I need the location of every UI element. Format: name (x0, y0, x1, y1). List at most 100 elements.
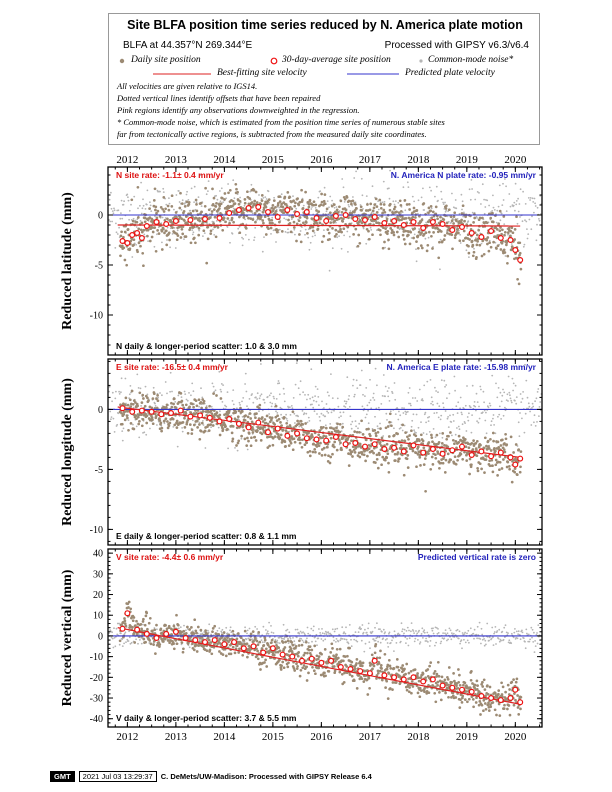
daily-point (317, 210, 321, 213)
daily-point (284, 429, 288, 432)
noise-point (399, 227, 402, 230)
daily-point (168, 421, 172, 425)
daily-point (235, 644, 239, 648)
daily-point (384, 426, 388, 430)
noise-point (372, 212, 375, 215)
noise-point (352, 196, 354, 198)
daily-point (305, 216, 309, 220)
daily-point (339, 441, 342, 445)
daily-point (423, 457, 427, 460)
noise-point (488, 636, 491, 639)
daily-point (405, 457, 409, 461)
daily-point (340, 210, 344, 214)
daily-point (274, 404, 278, 408)
daily-point (398, 218, 401, 222)
daily-point (519, 465, 522, 469)
noise-point (121, 430, 124, 432)
daily-point (175, 419, 179, 423)
noise-point (526, 632, 528, 635)
daily-point (333, 219, 337, 223)
noise-point (447, 416, 449, 418)
avg-point (449, 447, 456, 454)
daily-point (172, 647, 176, 651)
noise-points (108, 169, 542, 272)
noise-point (126, 638, 129, 641)
noise-point (533, 651, 536, 653)
daily-point (170, 205, 174, 208)
noise-point (180, 209, 183, 211)
noise-point (394, 636, 397, 638)
daily-point (204, 186, 207, 190)
noise-point (272, 632, 275, 634)
daily-point (199, 201, 203, 205)
noise-point (425, 421, 427, 424)
noise-point (379, 215, 381, 218)
noise-point (331, 247, 334, 250)
daily-point (232, 220, 235, 224)
daily-point (335, 232, 338, 236)
noise-point (491, 374, 494, 377)
daily-point (179, 236, 183, 239)
noise-point (220, 383, 223, 385)
x-tick-label-top: 2016 (310, 154, 333, 166)
daily-point (385, 456, 389, 460)
noise-point (162, 191, 165, 194)
noise-point (263, 236, 265, 239)
daily-point (347, 452, 350, 455)
daily-point (420, 246, 424, 250)
daily-point (250, 436, 253, 440)
daily-point (421, 442, 425, 446)
noise-point (324, 638, 327, 641)
noise-point (348, 235, 351, 238)
daily-point (290, 429, 294, 433)
noise-point (341, 422, 344, 425)
noise-point (230, 414, 233, 417)
daily-point (410, 429, 413, 433)
noise-point (238, 401, 241, 404)
daily-point (166, 217, 169, 221)
noise-point (161, 241, 163, 244)
noise-point (216, 198, 219, 201)
noise-point (439, 268, 441, 271)
noise-point (506, 393, 509, 396)
noise-point (237, 227, 240, 230)
daily-point (143, 623, 147, 627)
noise-point (270, 233, 272, 235)
noise-point (462, 215, 465, 218)
daily-point (167, 208, 171, 212)
noise-point (453, 375, 456, 378)
avg-point (163, 221, 170, 228)
noise-point (413, 233, 416, 236)
daily-point (427, 230, 431, 234)
noise-point (464, 422, 466, 424)
daily-point (385, 217, 389, 221)
noise-point (460, 193, 463, 196)
daily-point (513, 238, 517, 241)
daily-point (491, 211, 494, 215)
daily-point (240, 643, 244, 646)
daily-point (132, 616, 136, 619)
noise-point (534, 425, 537, 427)
daily-point (191, 209, 195, 213)
daily-point (245, 444, 249, 447)
daily-point (485, 444, 488, 448)
daily-point (282, 415, 286, 419)
noise-point (113, 431, 116, 433)
daily-point (422, 202, 426, 205)
noise-point (328, 394, 330, 397)
daily-point (131, 619, 135, 623)
noise-point (497, 415, 499, 418)
noise-point (405, 642, 407, 644)
noise-point (216, 629, 219, 632)
daily-point (171, 417, 175, 421)
daily-point (206, 237, 210, 241)
daily-point (395, 210, 398, 214)
noise-point (169, 246, 172, 249)
daily-point (182, 647, 185, 651)
avg-point (158, 411, 165, 418)
daily-point (254, 220, 257, 224)
daily-point (166, 426, 170, 430)
daily-point (416, 234, 420, 238)
daily-point (247, 439, 250, 443)
noise-point (413, 640, 416, 643)
